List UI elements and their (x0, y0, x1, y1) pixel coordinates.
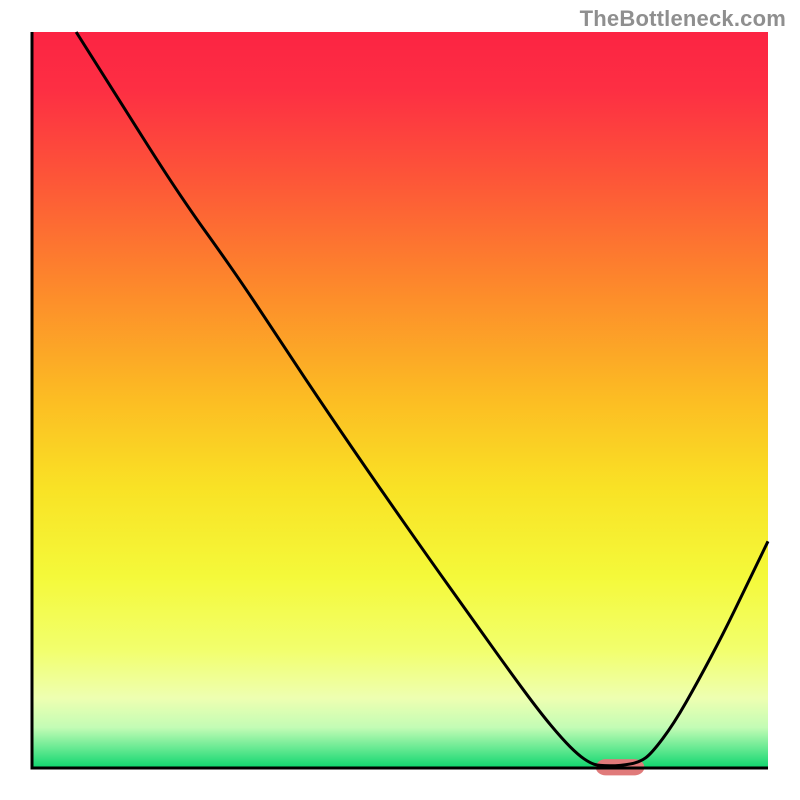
gradient-bg (32, 32, 768, 768)
chart-container: { "watermark": { "text": "TheBottleneck.… (0, 0, 800, 800)
bottleneck-chart (0, 0, 800, 800)
